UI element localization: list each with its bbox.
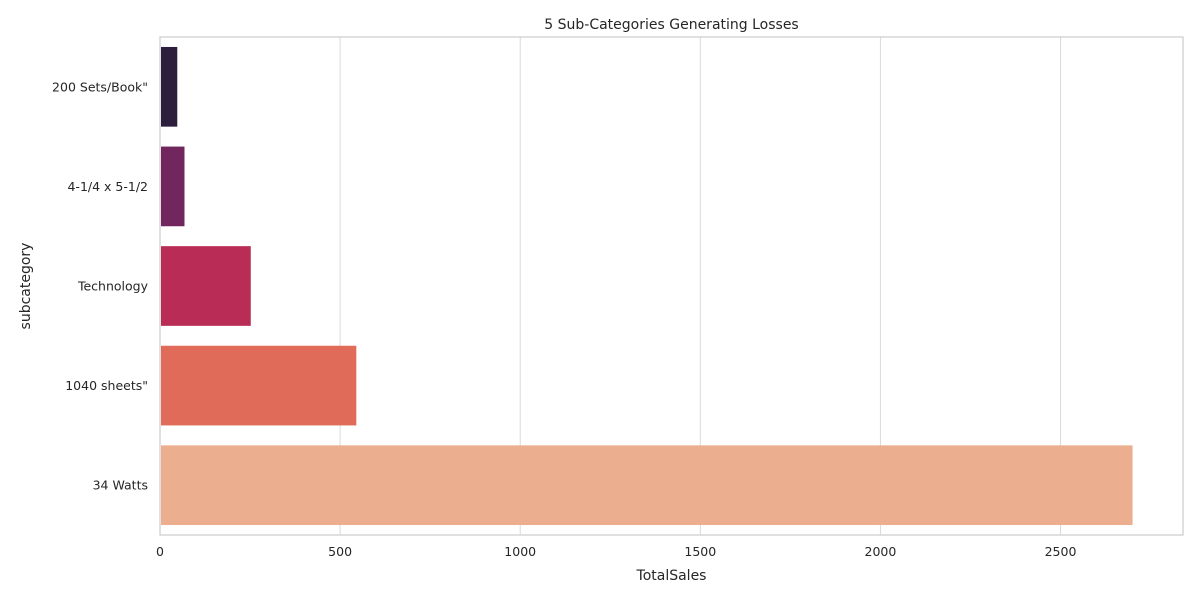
x-tick-label-3: 1500	[684, 544, 716, 559]
x-tick-label-5: 2500	[1045, 544, 1077, 559]
bar-4	[161, 445, 1133, 526]
bar-2	[161, 246, 251, 326]
y-tick-label-1: 4-1/4 x 5-1/2	[67, 179, 148, 194]
bar-1	[161, 146, 185, 227]
plot-frame	[159, 36, 1184, 536]
x-tick-label-1: 500	[328, 544, 352, 559]
bar-3	[161, 345, 357, 426]
x-tick-label-4: 2000	[865, 544, 897, 559]
bars	[161, 46, 1133, 526]
y-ticks: 200 Sets/Book" 4-1/4 x 5-1/2 Technology 104…	[52, 79, 149, 492]
y-tick-label-4: 34 Watts	[93, 478, 148, 493]
x-ticks: 0 500 1000 1500 2000 2500	[156, 544, 1076, 559]
y-tick-label-0: 200 Sets/Book"	[52, 79, 148, 94]
x-tick-label-0: 0	[156, 544, 164, 559]
y-tick-label-2: Technology	[77, 279, 149, 294]
y-axis-label: subcategory	[18, 243, 34, 330]
bar-0	[161, 46, 178, 127]
x-tick-label-2: 1000	[504, 544, 536, 559]
x-axis-label: TotalSales	[636, 568, 707, 584]
y-tick-label-3: 1040 sheets"	[65, 378, 148, 393]
chart-title: 5 Sub-Categories Generating Losses	[544, 17, 798, 33]
